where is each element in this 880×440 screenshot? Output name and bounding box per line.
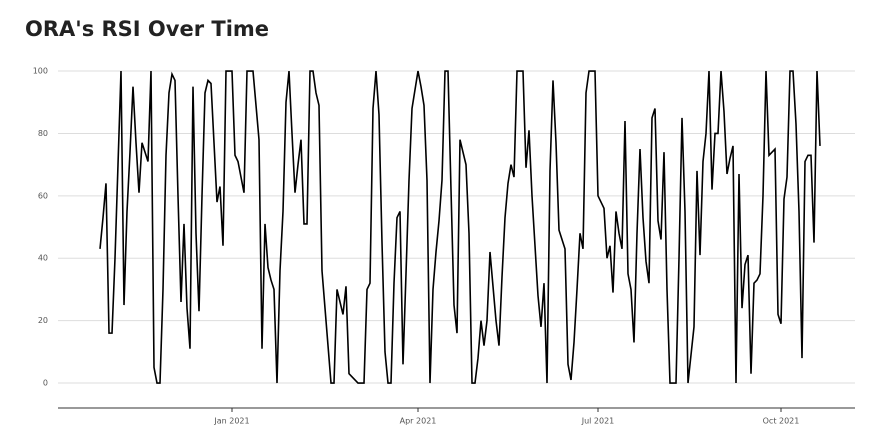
chart-title: ORA's RSI Over Time (25, 17, 269, 41)
rsi-line (99, 70, 821, 384)
y-tick-label: 20 (38, 316, 48, 325)
x-tick-label: Jan 2021 (213, 417, 249, 426)
y-tick-label: 60 (38, 191, 48, 200)
x-tick-label: Apr 2021 (400, 417, 437, 426)
y-tick-label: 80 (38, 129, 48, 138)
y-tick-label: 0 (43, 379, 48, 388)
x-tick-label: Oct 2021 (763, 417, 800, 426)
y-tick-label: 40 (38, 254, 48, 263)
x-tick-label: Jul 2021 (581, 417, 615, 426)
y-tick-label: 100 (33, 67, 48, 76)
